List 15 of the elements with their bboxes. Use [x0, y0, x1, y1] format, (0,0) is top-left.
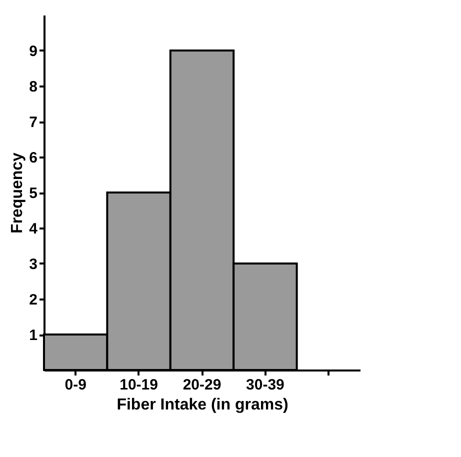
- y-axis-title: Frequency: [9, 152, 26, 234]
- x-tick-label: 10-19: [120, 376, 158, 394]
- y-tick-label: 1: [29, 327, 38, 344]
- y-tick-label: 8: [29, 78, 38, 96]
- x-tick-label: 0-9: [64, 376, 86, 394]
- y-tick-label: 3: [29, 256, 38, 273]
- y-tick-label: 9: [29, 43, 38, 60]
- x-tick-label: 30-39: [246, 376, 284, 394]
- y-tick-label: 5: [29, 185, 38, 202]
- y-tick-label: 7: [29, 114, 38, 131]
- y-tick-label: 4: [29, 220, 38, 238]
- x-tick-label: 20-29: [182, 376, 222, 394]
- y-tick-label: 6: [29, 150, 38, 166]
- x-axis-title: Fiber Intake (in grams): [116, 396, 288, 414]
- y-tick-label: 2: [29, 292, 38, 308]
